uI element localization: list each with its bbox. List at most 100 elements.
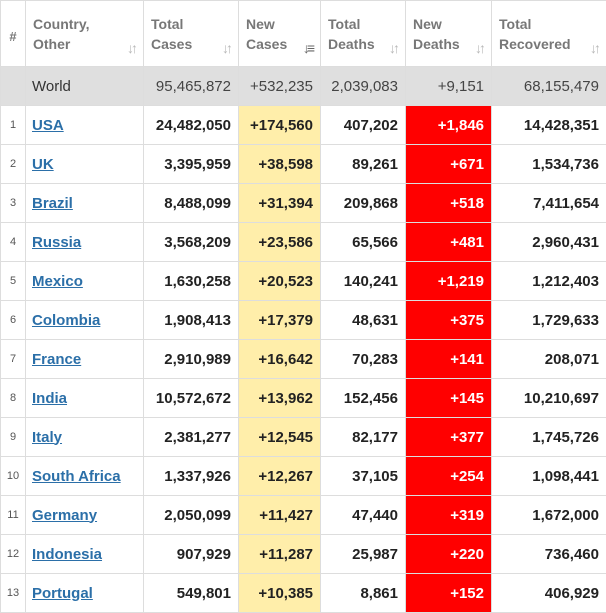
total-deaths-cell: 209,868 (321, 184, 406, 223)
country-link[interactable]: Indonesia (32, 546, 102, 563)
rank-cell: 2 (1, 145, 26, 184)
country-link[interactable]: USA (32, 117, 64, 134)
rank-cell: 12 (1, 535, 26, 574)
rank-cell: 3 (1, 184, 26, 223)
world-label: World (26, 67, 144, 106)
new-cases-cell: +17,379 (239, 301, 321, 340)
country-cell: Colombia (26, 301, 144, 340)
total-cases-cell: 2,381,277 (144, 418, 239, 457)
total-cases-cell: 2,050,099 (144, 496, 239, 535)
total-cases-cell: 1,908,413 (144, 301, 239, 340)
total-deaths-cell: 25,987 (321, 535, 406, 574)
total-recovered-cell: 14,428,351 (492, 106, 606, 145)
country-cell: France (26, 340, 144, 379)
new-deaths-cell: +518 (406, 184, 492, 223)
country-link[interactable]: Portugal (32, 585, 93, 602)
world-total-deaths: 2,039,083 (321, 67, 406, 106)
total-recovered-cell: 736,460 (492, 535, 606, 574)
new-cases-cell: +12,267 (239, 457, 321, 496)
country-link[interactable]: Russia (32, 234, 81, 251)
total-cases-cell: 8,488,099 (144, 184, 239, 223)
rank-cell: 6 (1, 301, 26, 340)
rank-cell: 1 (1, 106, 26, 145)
total-cases-cell: 1,630,258 (144, 262, 239, 301)
country-link[interactable]: India (32, 390, 67, 407)
new-cases-cell: +10,385 (239, 574, 321, 613)
country-link[interactable]: Italy (32, 429, 62, 446)
new-deaths-cell: +375 (406, 301, 492, 340)
new-cases-cell: +38,598 (239, 145, 321, 184)
header-country[interactable]: Country,Other ↓↑ (26, 1, 144, 67)
country-link[interactable]: Colombia (32, 312, 100, 329)
new-cases-cell: +12,545 (239, 418, 321, 457)
new-deaths-cell: +319 (406, 496, 492, 535)
sort-arrows-icon[interactable]: ↓↑ (590, 41, 598, 55)
country-cell: South Africa (26, 457, 144, 496)
new-deaths-cell: +152 (406, 574, 492, 613)
country-link[interactable]: Mexico (32, 273, 83, 290)
world-new-cases: +532,235 (239, 67, 321, 106)
sort-arrows-icon[interactable]: ↓↑ (389, 41, 397, 55)
total-recovered-cell: 208,071 (492, 340, 606, 379)
total-deaths-cell: 37,105 (321, 457, 406, 496)
rank-cell: 5 (1, 262, 26, 301)
total-cases-cell: 3,395,959 (144, 145, 239, 184)
header-country-label: Country,Other (26, 14, 143, 54)
country-link[interactable]: Germany (32, 507, 97, 524)
new-deaths-cell: +220 (406, 535, 492, 574)
new-deaths-cell: +1,219 (406, 262, 492, 301)
world-new-deaths: +9,151 (406, 67, 492, 106)
total-cases-cell: 907,929 (144, 535, 239, 574)
new-cases-cell: +11,287 (239, 535, 321, 574)
total-recovered-cell: 1,534,736 (492, 145, 606, 184)
country-cell: Indonesia (26, 535, 144, 574)
rank-cell (1, 67, 26, 106)
sort-arrows-icon[interactable]: ↓↑ (127, 41, 135, 55)
country-link[interactable]: South Africa (32, 468, 121, 485)
total-recovered-cell: 2,960,431 (492, 223, 606, 262)
rank-cell: 4 (1, 223, 26, 262)
new-deaths-cell: +377 (406, 418, 492, 457)
total-deaths-cell: 89,261 (321, 145, 406, 184)
new-cases-cell: +16,642 (239, 340, 321, 379)
rank-cell: 9 (1, 418, 26, 457)
header-rank[interactable]: # (1, 1, 26, 67)
total-deaths-cell: 47,440 (321, 496, 406, 535)
total-deaths-cell: 407,202 (321, 106, 406, 145)
new-cases-cell: +20,523 (239, 262, 321, 301)
world-total-recovered: 68,155,479 (492, 67, 606, 106)
new-deaths-cell: +481 (406, 223, 492, 262)
total-cases-cell: 24,482,050 (144, 106, 239, 145)
rank-cell: 13 (1, 574, 26, 613)
total-recovered-cell: 406,929 (492, 574, 606, 613)
total-recovered-cell: 1,098,441 (492, 457, 606, 496)
new-deaths-cell: +1,846 (406, 106, 492, 145)
total-cases-cell: 10,572,672 (144, 379, 239, 418)
sort-arrows-icon[interactable]: ↓↑ (475, 41, 483, 55)
sort-descending-icon[interactable]: ↓≡ (303, 41, 312, 55)
country-cell: Russia (26, 223, 144, 262)
sort-arrows-icon[interactable]: ↓↑ (222, 41, 230, 55)
country-cell: Italy (26, 418, 144, 457)
new-cases-cell: +13,962 (239, 379, 321, 418)
country-link[interactable]: France (32, 351, 81, 368)
country-link[interactable]: Brazil (32, 195, 73, 212)
country-cell: Mexico (26, 262, 144, 301)
country-link[interactable]: UK (32, 156, 54, 173)
new-cases-cell: +31,394 (239, 184, 321, 223)
rank-cell: 7 (1, 340, 26, 379)
world-total-cases: 95,465,872 (144, 67, 239, 106)
